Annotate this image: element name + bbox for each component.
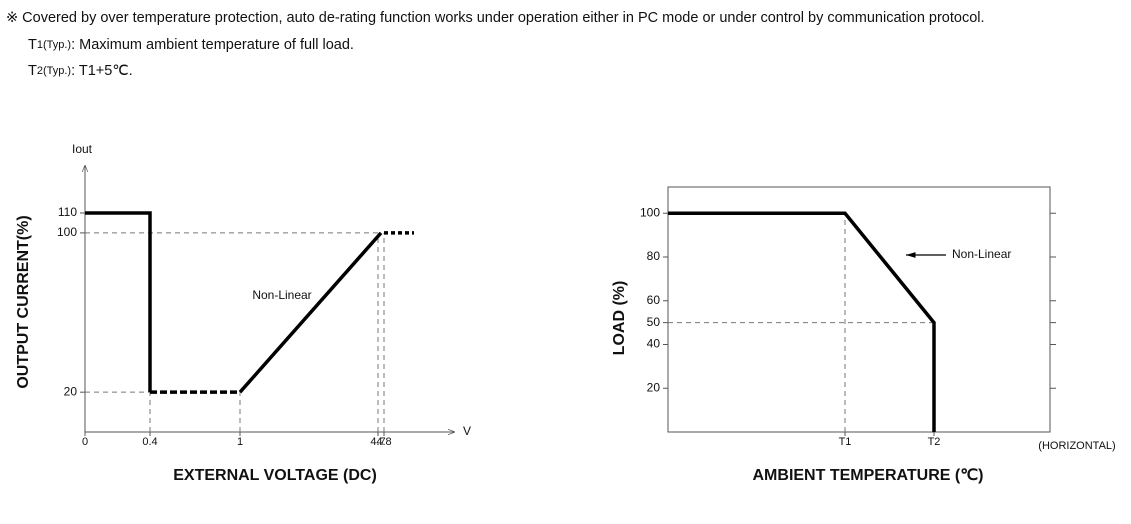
- annotation: Non-Linear: [952, 247, 1011, 261]
- y-axis-title: OUTPUT CURRENT(%): [15, 215, 32, 388]
- x-tick-label: 1: [237, 436, 243, 448]
- y-axis-title: LOAD (%): [611, 281, 628, 356]
- symbol: T: [28, 63, 37, 79]
- data-line: [85, 211, 152, 393]
- annotation: Non-Linear: [252, 288, 311, 302]
- x-tick-label: 4.8: [376, 436, 391, 448]
- x-axis-unit: V: [463, 424, 471, 438]
- y-tick-label: 50: [647, 315, 661, 329]
- remark: ※ Covered by over temperature protection…: [6, 10, 985, 26]
- x-tick-label: 0: [82, 436, 88, 448]
- y-tick-label: 100: [640, 205, 660, 219]
- x-tick-label: T1: [839, 436, 852, 448]
- y-tick-label: 80: [647, 249, 661, 263]
- x-axis-note: (HORIZONTAL): [1038, 440, 1115, 452]
- definition-text: : Maximum ambient temperature of full lo…: [71, 37, 354, 53]
- x-tick-label: 4.7: [370, 436, 385, 448]
- symbol: T: [28, 37, 37, 53]
- definition: T1(Typ.): Maximum ambient temperature of…: [28, 37, 354, 53]
- data-line: [668, 211, 936, 432]
- x-tick-label: 0.4: [142, 436, 157, 448]
- data-line: [238, 231, 383, 394]
- x-axis-title: AMBIENT TEMPERATURE (℃): [753, 467, 984, 484]
- y-tick-label: 20: [647, 380, 661, 394]
- definition: T2(Typ.): T1+5℃.: [28, 63, 133, 79]
- y-tick-label: 60: [647, 293, 661, 307]
- x-tick-label: T2: [928, 436, 941, 448]
- subscript: 2(Typ.): [37, 65, 71, 77]
- y-tick-label: 100: [57, 225, 77, 239]
- y-tick-label: 20: [64, 384, 78, 398]
- definition-text: : T1+5℃.: [71, 63, 133, 79]
- y-tick-label: 40: [647, 337, 661, 351]
- y-tick-label: 110: [58, 205, 77, 219]
- x-axis-title: EXTERNAL VOLTAGE (DC): [173, 467, 377, 484]
- plot-frame: [667, 186, 1051, 433]
- y-axis-name: Iout: [72, 142, 93, 156]
- subscript: 1(Typ.): [37, 39, 71, 51]
